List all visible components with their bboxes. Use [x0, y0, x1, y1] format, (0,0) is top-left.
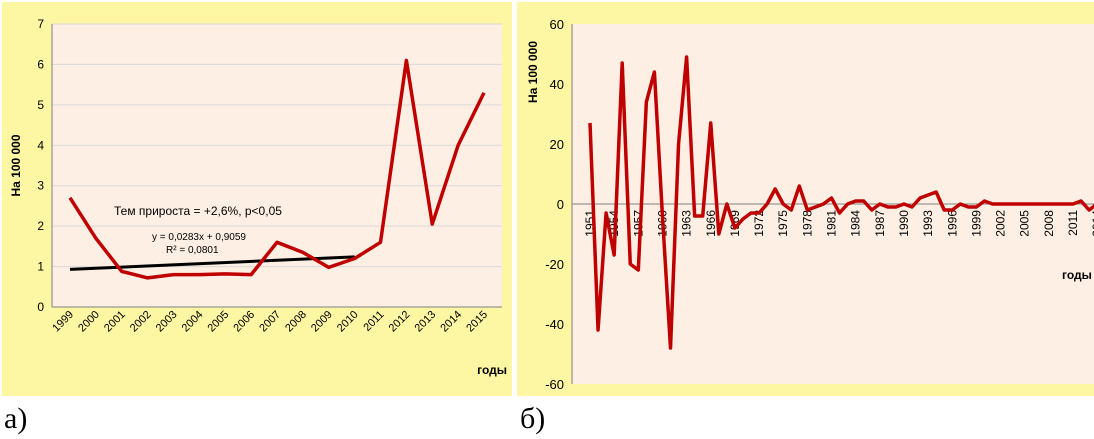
x-tick-label: 1999 [969, 210, 983, 237]
growth-annotation: Тем прироста = +2,6%, p<0,05 [114, 204, 282, 218]
caption-b: б) [520, 402, 546, 435]
y-axis-title: На 100 000 [526, 41, 540, 103]
y-tick-label: 0 [37, 300, 44, 314]
y-tick-label: -60 [545, 377, 564, 392]
x-tick-label: 2014 [1090, 210, 1094, 237]
chart-a-svg: 0 1 2 3 4 5 6 7 1999 2000 2001 2002 2003 2004 2005 2006… [9, 17, 507, 377]
x-tick-label: 2000 [76, 309, 102, 335]
x-tick-label: 1990 [897, 210, 911, 237]
x-tick-label: 2009 [309, 309, 335, 335]
y-tick-label: 40 [550, 77, 564, 92]
series-line [68, 58, 486, 280]
x-tick-label: 2015 [464, 309, 490, 335]
x-tick-label: 2006 [231, 309, 257, 335]
equation-annotation: y = 0,0283x + 0,9059 [152, 232, 246, 243]
y-tick-label: 20 [550, 137, 564, 152]
y-tick-label: 5 [37, 98, 44, 112]
x-tick-label: 1963 [680, 210, 694, 237]
x-tick-label: 2013 [413, 309, 439, 335]
x-axis-title: годы [477, 363, 507, 377]
x-tick-label: 2005 [1018, 210, 1032, 237]
x-tick-label: 2005 [206, 309, 232, 335]
plot-area [52, 24, 502, 307]
y-tick-label: -20 [545, 257, 564, 272]
x-tick-label: 1957 [631, 210, 645, 237]
x-tick-label: 2014 [438, 309, 464, 335]
x-tick-label: 2003 [154, 309, 180, 335]
x-tick-label: 1966 [704, 210, 718, 237]
x-axis-title: годы [1062, 268, 1092, 282]
x-tick-label: 2010 [335, 309, 361, 335]
x-tick-label: 2002 [128, 309, 154, 335]
x-tick-label: 2004 [180, 309, 206, 335]
series-line [588, 55, 1094, 350]
x-tick-label: 1984 [849, 210, 863, 237]
x-tick-label: 1996 [945, 210, 959, 237]
x-tick-label: 1972 [752, 210, 766, 237]
x-tick-label: 2002 [994, 210, 1008, 237]
x-tick-label: 1999 [50, 309, 76, 335]
y-tick-label: 0 [557, 197, 564, 212]
x-tick-label: 2011 [1066, 210, 1080, 236]
y-tick-label: 4 [37, 138, 44, 152]
chart-panel-b: -60 -40 -20 0 20 40 60 1951 1954 1957 1960 1963 1966… [517, 2, 1094, 396]
x-tick-label: 2007 [257, 309, 283, 335]
y-tick-label: 60 [550, 17, 564, 32]
y-tick-label: -40 [545, 317, 564, 332]
x-tick-label: 1993 [921, 210, 935, 237]
caption-a: а) [4, 402, 28, 435]
y-axis-title: На 100 000 [9, 134, 23, 196]
x-tick-label: 1981 [825, 210, 839, 237]
y-tick-label: 3 [37, 179, 44, 193]
chart-panel-a: 0 1 2 3 4 5 6 7 1999 2000 2001 2002 2003 2004 2005 2006… [2, 2, 512, 396]
x-tick-label: 2012 [387, 309, 413, 335]
y-tick-label: 7 [37, 17, 44, 31]
y-tick-label: 2 [37, 219, 44, 233]
r2-annotation: R² = 0,0801 [166, 245, 219, 256]
x-tick-label: 1987 [873, 210, 887, 237]
x-tick-label: 2011 [361, 309, 386, 334]
x-tick-label: 2008 [283, 309, 309, 335]
x-tick-label: 2008 [1042, 210, 1056, 237]
y-tick-label: 6 [37, 57, 44, 71]
x-tick-label: 2001 [102, 309, 128, 335]
y-tick-label: 1 [37, 260, 44, 274]
x-tick-label: 1978 [800, 210, 814, 237]
x-tick-label: 1975 [776, 210, 790, 237]
